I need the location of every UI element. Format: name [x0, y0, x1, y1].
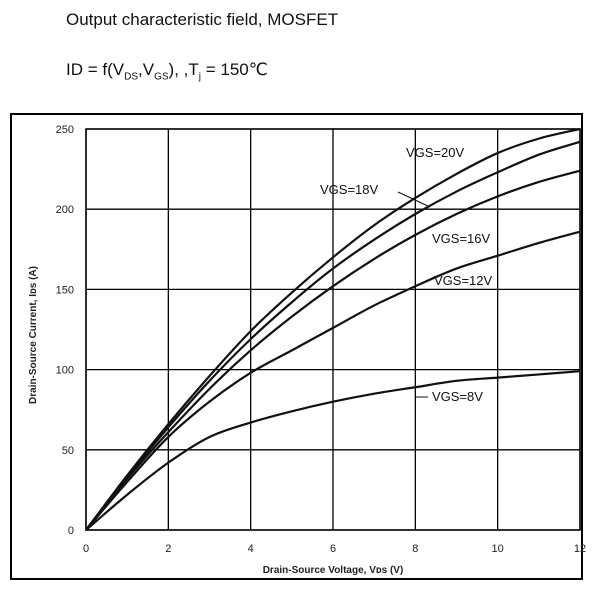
chart-formula: ID = f(VDS,VGS), ,Tj = 150℃	[66, 60, 268, 82]
y-tick-label-50: 50	[62, 445, 74, 457]
x-axis-label: Drain-Source Voltage, Vᴅs (V)	[263, 565, 404, 576]
x-tick-label-6: 6	[330, 543, 336, 555]
chart-frame	[10, 113, 583, 580]
y-tick-label-250: 250	[56, 124, 74, 136]
y-tick-label-200: 200	[56, 204, 74, 216]
series-label-0: VGS=20V	[406, 145, 465, 160]
series-label-3: VGS=12V	[434, 273, 493, 288]
series-label-2: VGS=16V	[432, 231, 491, 246]
label-leader-1	[397, 191, 431, 208]
x-tick-label-10: 10	[492, 543, 504, 555]
y-tick-label-0: 0	[68, 525, 74, 537]
formula-sub-j: j	[198, 71, 201, 83]
y-tick-label-150: 150	[56, 284, 74, 296]
curve-labels: VGS=20V VGS=18V VGS=16V VGS=12V VGS=8V	[320, 145, 493, 404]
series-label-1: VGS=18V	[320, 182, 379, 197]
x-tick-label-12: 12	[574, 543, 586, 555]
series-label-4: VGS=8V	[432, 389, 483, 404]
curves	[85, 127, 581, 531]
series-line-2	[85, 169, 581, 531]
tick-labels: 0 2 4 6 8 10 12 0 50 100 150 200 250	[56, 124, 586, 555]
series-line-4	[85, 370, 581, 531]
series-line-1	[85, 140, 581, 531]
x-tick-label-4: 4	[248, 543, 254, 555]
x-tick-label-8: 8	[412, 543, 418, 555]
formula-prefix: ID = f(V	[66, 60, 125, 79]
y-axis-label: Drain-Source Current, Iᴅs (A)	[28, 266, 39, 404]
formula-suffix: = 150℃	[200, 60, 268, 79]
series-line-0	[85, 127, 581, 531]
y-tick-label-100: 100	[56, 365, 74, 377]
formula-sub-ds: DS	[124, 71, 139, 83]
x-tick-label-2: 2	[165, 543, 171, 555]
plot-border	[85, 128, 581, 531]
formula-mid2: ), ,T	[168, 60, 199, 79]
formula-mid: ,V	[138, 60, 155, 79]
x-tick-label-0: 0	[83, 543, 89, 555]
chart-title: Output characteristic field, MOSFET	[66, 10, 339, 29]
series-line-3	[85, 230, 581, 531]
formula-sub-gs: GS	[154, 71, 169, 83]
